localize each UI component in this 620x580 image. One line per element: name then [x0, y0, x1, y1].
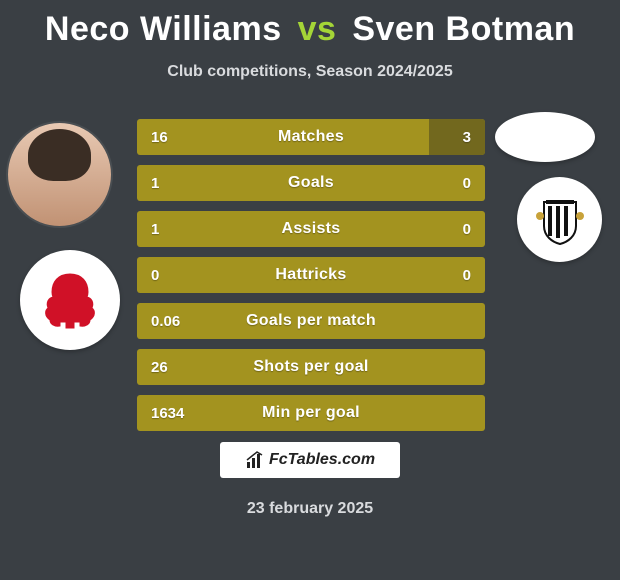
stat-bar-matches: 16 Matches 3	[137, 119, 485, 155]
stat-label: Goals	[137, 174, 485, 192]
player2-crest	[517, 177, 602, 262]
date-label: 23 february 2025	[0, 500, 620, 518]
stat-right-value: 3	[463, 129, 471, 146]
stat-bar-goals-per-match: 0.06 Goals per match	[137, 303, 485, 339]
chart-icon	[245, 450, 265, 470]
stat-left-value: 1	[151, 221, 159, 238]
stat-left-value: 16	[151, 129, 168, 146]
newcastle-crest-icon	[532, 192, 588, 248]
vs-label: vs	[298, 10, 337, 48]
stat-left-value: 0.06	[151, 313, 180, 330]
stat-label: Hattricks	[137, 266, 485, 284]
stat-left-value: 26	[151, 359, 168, 376]
stat-bar-shots-per-goal: 26 Shots per goal	[137, 349, 485, 385]
stat-left-value: 1	[151, 175, 159, 192]
stat-label: Assists	[137, 220, 485, 238]
source-logo-text: FcTables.com	[269, 451, 375, 469]
player1-crest	[20, 250, 120, 350]
stat-bars: 16 Matches 3 1 Goals 0 1 Assists 0 0 Hat…	[137, 119, 485, 441]
stat-right-seg	[429, 119, 485, 155]
stat-right-value: 0	[463, 221, 471, 238]
stat-label: Goals per match	[137, 312, 485, 330]
stat-bar-hattricks: 0 Hattricks 0	[137, 257, 485, 293]
comparison-title: Neco Williams vs Sven Botman	[0, 0, 620, 49]
stat-bar-min-per-goal: 1634 Min per goal	[137, 395, 485, 431]
forest-crest-icon	[40, 270, 100, 330]
stat-right-value: 0	[463, 175, 471, 192]
stat-bar-assists: 1 Assists 0	[137, 211, 485, 247]
stat-left-value: 1634	[151, 405, 184, 422]
player2-name: Sven Botman	[352, 10, 575, 48]
source-logo: FcTables.com	[220, 442, 400, 478]
player1-name: Neco Williams	[45, 10, 282, 48]
player1-avatar	[8, 123, 111, 226]
subtitle: Club competitions, Season 2024/2025	[0, 63, 620, 81]
stat-bar-goals: 1 Goals 0	[137, 165, 485, 201]
player2-avatar	[495, 112, 595, 162]
stat-label: Shots per goal	[137, 358, 485, 376]
stat-left-value: 0	[151, 267, 159, 284]
stat-right-value: 0	[463, 267, 471, 284]
stat-label: Min per goal	[137, 404, 485, 422]
